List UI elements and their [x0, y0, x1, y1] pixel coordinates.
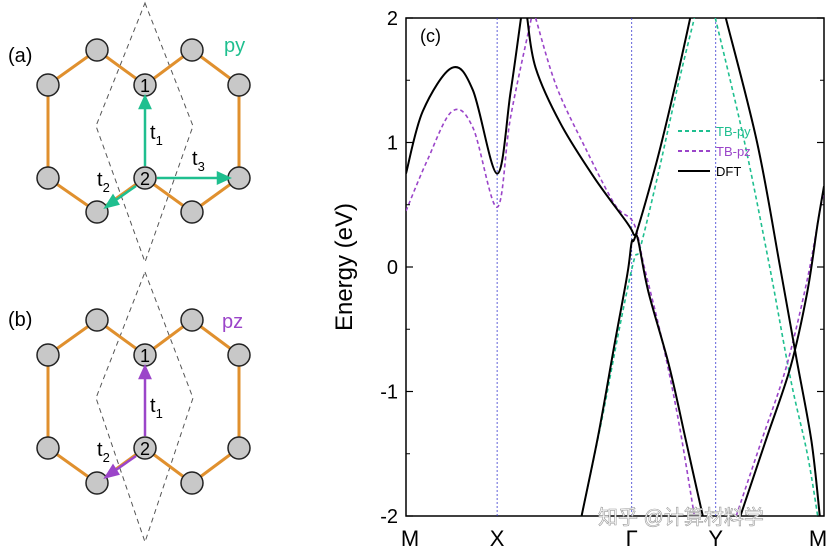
- band-dft: [724, 18, 821, 516]
- y-axis-ticks: -2 -1 0 1 2: [380, 8, 824, 528]
- hop-t1-label: t1: [150, 122, 163, 148]
- hop-t2-label: t2: [97, 439, 110, 465]
- x-tick-label: Y: [708, 526, 723, 550]
- band-tb-pz: [534, 18, 696, 516]
- band-structure-chart: -2 -1 0 1 2 M X Γ Y M (c) Energy (eV) TB-py TB-pz…: [331, 8, 827, 550]
- arrow-t1-head: [138, 93, 152, 110]
- panel-b-orbital-label: pz: [222, 311, 243, 333]
- site-2-label: 2: [140, 169, 150, 189]
- atom: [227, 73, 251, 97]
- atom-site-2: [133, 436, 157, 460]
- band-tb-pz: [406, 18, 533, 212]
- arrow-t2-head: [103, 463, 120, 479]
- site-1-label: 1: [140, 76, 150, 96]
- panel-a-orbital-label: py: [224, 35, 245, 57]
- y-axis-label: Energy (eV): [331, 203, 358, 331]
- atoms: [36, 308, 251, 495]
- atom: [36, 73, 60, 97]
- band-dft: [739, 185, 824, 516]
- band-tb-py: [714, 18, 819, 516]
- panel-a-label: (a): [8, 45, 32, 67]
- watermark: 知乎 @计算材料学: [598, 506, 764, 529]
- atom: [85, 38, 109, 62]
- x-tick-label: Γ: [626, 526, 638, 550]
- hopping-arrows-pz: [103, 363, 152, 479]
- atom: [36, 436, 60, 460]
- y-tick-label: 0: [387, 257, 398, 279]
- x-tick-label: X: [490, 526, 505, 550]
- site-1-label: 1: [140, 346, 150, 366]
- legend-label: TB-pz: [716, 144, 751, 159]
- y-tick-label: 2: [387, 8, 398, 30]
- atom: [85, 308, 109, 332]
- legend-label: TB-py: [716, 124, 751, 139]
- x-tick-label: M: [809, 526, 827, 550]
- atom: [227, 436, 251, 460]
- panel-c-label: (c): [420, 26, 441, 46]
- atom-site-2: [133, 166, 157, 190]
- arrow-t2: [112, 184, 137, 204]
- panel-a: (a) py 1: [8, 1, 251, 264]
- y-tick-label: -2: [380, 506, 398, 528]
- panel-b-label: (b): [8, 309, 32, 331]
- hopping-arrows-py: [103, 93, 233, 209]
- atom: [180, 38, 204, 62]
- arrow-t1-head: [138, 363, 152, 380]
- atom: [180, 200, 204, 224]
- panel-b: (b) pz 1 2: [8, 270, 251, 544]
- band-dft: [580, 18, 692, 516]
- atom: [180, 308, 204, 332]
- arrow-t3-head: [216, 171, 233, 185]
- arrow-t2-head: [103, 193, 120, 209]
- band-dft: [406, 18, 522, 175]
- arrow-t2: [112, 454, 137, 474]
- atom: [36, 166, 60, 190]
- x-tick-label: M: [401, 526, 419, 550]
- y-tick-label: -1: [380, 382, 398, 404]
- hop-t3-label: t3: [192, 148, 205, 174]
- hop-t2-label: t2: [97, 169, 110, 195]
- band-dft: [526, 18, 704, 516]
- atoms: [36, 38, 251, 224]
- atom: [85, 471, 109, 495]
- atom: [227, 343, 251, 367]
- y-tick-label: 1: [387, 133, 398, 155]
- legend: TB-py TB-pz DFT: [678, 124, 751, 179]
- atom: [36, 343, 60, 367]
- atom: [180, 471, 204, 495]
- site-2-label: 2: [140, 439, 150, 459]
- hop-t1-label: t1: [150, 395, 163, 421]
- legend-label: DFT: [716, 164, 741, 179]
- band-curves: [406, 18, 824, 516]
- atom: [85, 200, 109, 224]
